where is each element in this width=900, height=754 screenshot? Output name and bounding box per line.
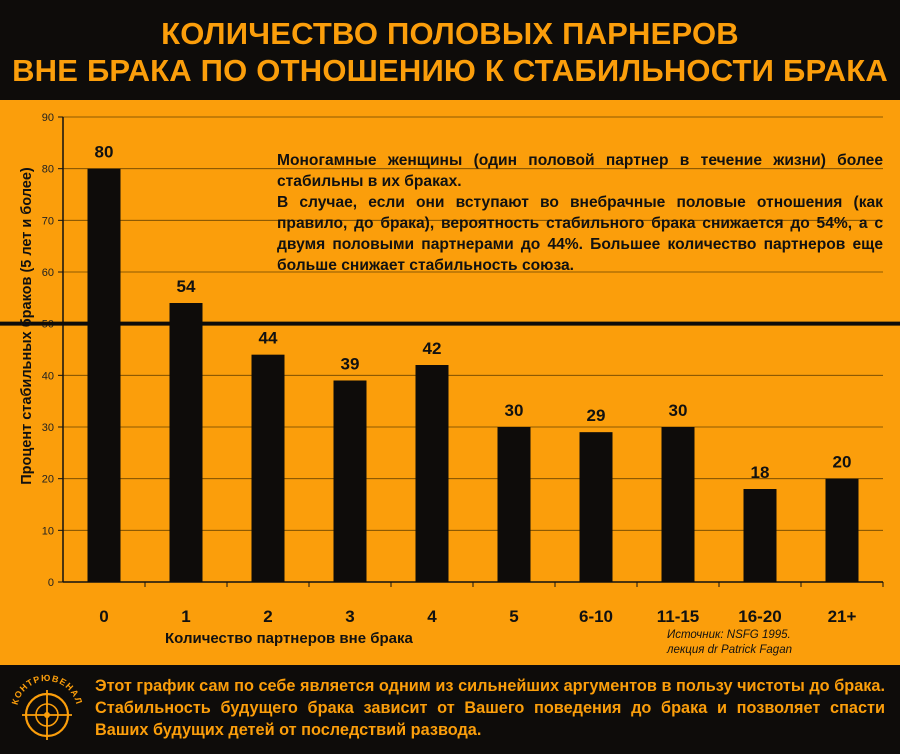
bar <box>87 168 121 582</box>
bar <box>579 432 613 582</box>
data-label: 80 <box>95 143 114 162</box>
x-axis-title: Количество партнеров вне брака <box>165 630 413 647</box>
bar <box>415 365 449 582</box>
x-tick-label: 2 <box>263 607 272 626</box>
title-line-1: КОЛИЧЕСТВО ПОЛОВЫХ ПАРНЕРОВ <box>161 16 739 51</box>
y-tick-label: 40 <box>42 370 54 382</box>
bar <box>743 489 777 582</box>
bar-chart: 0102030405060708090800541442393424305296… <box>0 112 900 647</box>
x-tick-label: 1 <box>181 607 190 626</box>
y-axis-title: Процент стабильных браков (5 лет и более… <box>19 167 35 485</box>
data-label: 18 <box>751 463 770 482</box>
x-tick-label: 16-20 <box>738 607 781 626</box>
y-tick-label: 20 <box>42 474 54 486</box>
annotation-paragraph-2: В случае, если они вступают во внебрачны… <box>277 194 883 274</box>
bar <box>251 354 285 582</box>
title-line-2: ВНЕ БРАКА ПО ОТНОШЕНИЮ К СТАБИЛЬНОСТИ БР… <box>12 53 888 88</box>
source-line-1: Источник: NSFG 1995. <box>667 629 791 641</box>
x-tick-label: 11-15 <box>657 607 700 626</box>
data-label: 30 <box>505 401 524 420</box>
data-label: 54 <box>177 277 196 296</box>
bar <box>497 427 531 582</box>
x-tick-label: 6-10 <box>579 607 613 626</box>
x-tick-label: 5 <box>509 607 518 626</box>
annotation-paragraph-1: Моногамные женщины (один половой партнер… <box>277 152 883 190</box>
source-line-2: лекция dr Patrick Fagan <box>667 644 792 656</box>
x-tick-label: 4 <box>427 607 437 626</box>
x-tick-label: 3 <box>345 607 354 626</box>
bar <box>825 478 859 582</box>
data-label: 39 <box>341 355 360 374</box>
data-label: 30 <box>669 401 688 420</box>
data-label: 20 <box>833 453 852 472</box>
footer-band <box>0 665 900 754</box>
x-tick-label: 21+ <box>828 607 857 626</box>
data-label: 42 <box>423 339 442 358</box>
footer-text: Этот график сам по себе является одним и… <box>95 677 885 739</box>
header-band <box>0 0 900 100</box>
bar <box>169 303 203 582</box>
y-tick-label: 80 <box>42 164 54 176</box>
bar <box>661 427 695 582</box>
y-tick-label: 90 <box>42 112 54 124</box>
x-tick-label: 0 <box>99 607 108 626</box>
data-label: 29 <box>587 406 606 425</box>
source-note: Источник: NSFG 1995. лекция dr Patrick F… <box>667 628 792 658</box>
y-tick-label: 10 <box>42 525 54 537</box>
y-tick-label: 30 <box>42 422 54 434</box>
data-label: 44 <box>259 329 278 348</box>
chart-annotation: Моногамные женщины (один половой партнер… <box>277 150 883 276</box>
bar <box>333 380 367 582</box>
crosshair-logo-icon: КОНТРЮВЕНАЛ <box>10 673 83 740</box>
y-tick-label: 70 <box>42 215 54 227</box>
y-tick-label: 0 <box>48 577 54 589</box>
y-tick-label: 60 <box>42 267 54 279</box>
